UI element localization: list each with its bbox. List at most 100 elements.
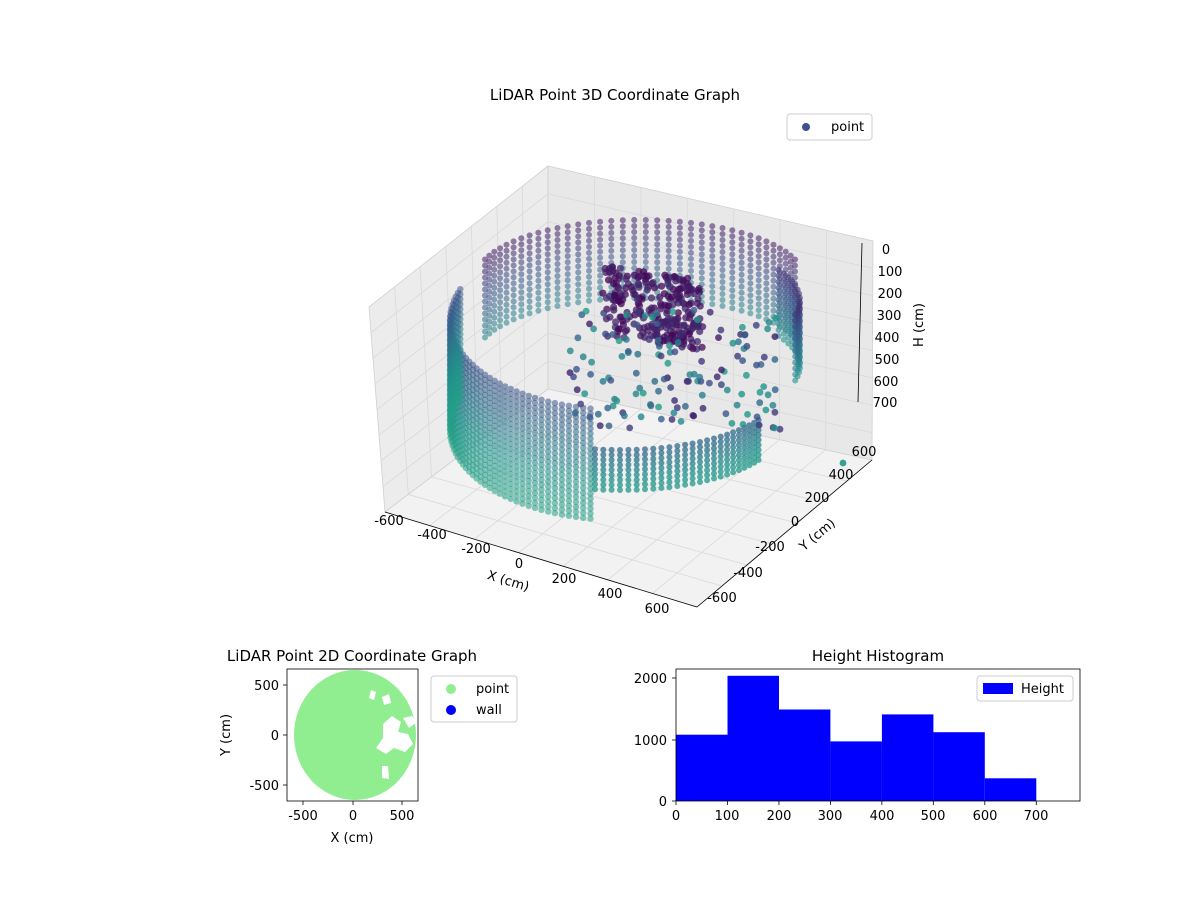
data-point (751, 419, 758, 426)
data-point (491, 477, 498, 484)
data-point (586, 225, 592, 232)
histogram-title: Height Histogram (812, 647, 944, 665)
data-point (572, 503, 580, 511)
data-point (566, 347, 574, 355)
data-point (600, 309, 608, 317)
data-point (558, 481, 566, 488)
data-point (491, 302, 498, 309)
data-point (753, 361, 760, 369)
data-point (682, 471, 689, 478)
z-axis-line (857, 242, 863, 403)
data-point (654, 229, 661, 236)
data-point (739, 357, 746, 364)
y-tick-label: 400 (829, 468, 854, 483)
data-point (683, 274, 692, 282)
data-point (497, 317, 504, 324)
data-point (501, 483, 509, 490)
data-point (782, 260, 789, 267)
data-point (486, 270, 493, 277)
data-point (519, 475, 526, 482)
histogram-y-ticks (672, 677, 676, 802)
data-point (491, 452, 498, 459)
data-point (545, 443, 552, 450)
data-point (717, 458, 724, 465)
data-point (755, 271, 762, 278)
data-point (617, 447, 623, 453)
data-point (636, 384, 644, 392)
data-point (717, 438, 724, 445)
data-point (597, 224, 604, 231)
data-point (531, 409, 539, 417)
data-point (735, 442, 742, 449)
data-point (660, 290, 669, 298)
data-point (698, 251, 705, 258)
data-point (501, 443, 509, 450)
data-point (698, 275, 705, 282)
data-point (610, 280, 618, 288)
data-point (709, 271, 716, 278)
data-point (501, 478, 509, 485)
x-tick-label: 100 (715, 809, 740, 824)
data-point (741, 444, 748, 451)
data-point (486, 276, 493, 283)
data-point (491, 392, 498, 399)
data-point (775, 279, 782, 285)
data-point (642, 456, 648, 463)
data-point (510, 280, 517, 287)
data-point (730, 429, 737, 436)
data-point (597, 260, 604, 267)
data-point (507, 430, 514, 438)
data-point (780, 294, 787, 301)
data-point (770, 277, 777, 284)
data-point (780, 312, 787, 319)
data-point (586, 249, 592, 256)
data-point (699, 404, 707, 412)
histogram-y-tick-labels: 0 1000 2000 (634, 672, 667, 810)
data-point (775, 291, 782, 297)
data-point (763, 298, 770, 305)
data-point (564, 253, 571, 260)
data-point (565, 497, 573, 504)
data-point (662, 273, 670, 281)
data-point (605, 422, 613, 430)
data-point (780, 282, 787, 289)
data-point (676, 260, 683, 267)
data-point (486, 252, 493, 259)
data-point (587, 495, 594, 502)
data-point (507, 415, 514, 423)
data-point (491, 402, 498, 409)
x-tick-label: -600 (374, 514, 404, 529)
data-point (457, 361, 464, 368)
data-point (587, 435, 594, 442)
data-point (564, 265, 571, 272)
histogram-bar (830, 741, 882, 801)
data-point (564, 277, 571, 284)
data-point (650, 485, 657, 492)
data-point (738, 259, 745, 266)
data-point (531, 494, 539, 502)
data-point (518, 289, 525, 296)
data-point (510, 256, 517, 263)
data-point (531, 489, 539, 497)
data-point (771, 356, 779, 363)
data-point (526, 298, 533, 305)
data-point (658, 445, 665, 451)
data-point (501, 413, 509, 420)
data-point (513, 418, 520, 425)
data-point (719, 255, 726, 261)
data-point (491, 278, 498, 285)
data-point (599, 377, 607, 385)
data-point (717, 468, 724, 475)
data-point (719, 303, 726, 309)
data-point (792, 377, 799, 384)
data-point (565, 447, 573, 454)
legend-2d-label-point: point (476, 682, 509, 697)
data-point (718, 366, 725, 374)
data-point (792, 359, 799, 366)
z-tick-labels: 0 100 200 300 400 500 600 700 (873, 243, 903, 411)
data-point (535, 295, 542, 302)
data-point (481, 481, 489, 488)
data-point (787, 252, 794, 259)
data-point (746, 442, 753, 449)
data-point (565, 402, 573, 409)
